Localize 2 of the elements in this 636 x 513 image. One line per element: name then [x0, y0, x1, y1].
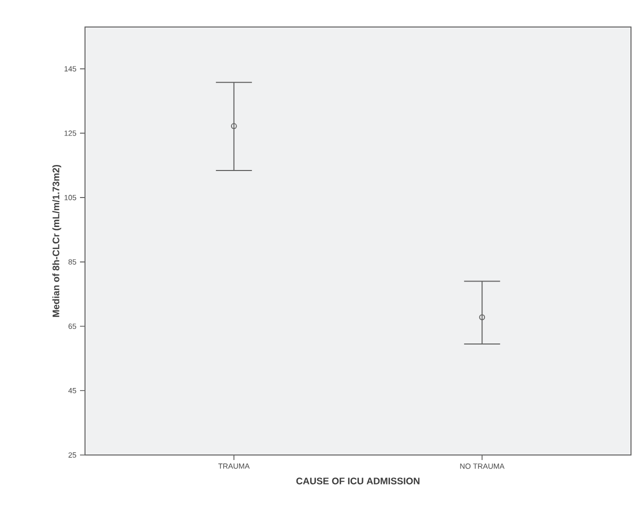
x-axis-title: CAUSE OF ICU ADMISSION — [296, 478, 420, 484]
y-axis-title: Median of 8h-CLCr (mL/m/1.73m2) — [52, 164, 62, 317]
